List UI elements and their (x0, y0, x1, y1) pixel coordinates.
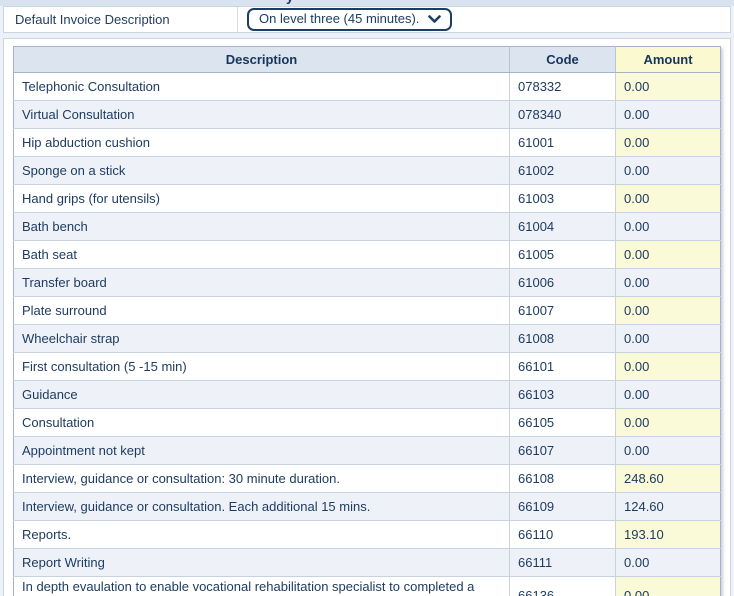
table-row[interactable]: Interview, guidance or consultation. Eac… (13, 492, 721, 521)
code-cell: 66101 (509, 352, 616, 381)
description-cell: Appointment not kept (13, 436, 510, 465)
code-cell: 61006 (509, 268, 616, 297)
description-cell: Consultation (13, 408, 510, 437)
code-cell: 66110 (509, 520, 616, 549)
amount-cell[interactable]: 0.00 (615, 240, 721, 269)
code-cell: 078332 (509, 72, 616, 101)
amount-cell[interactable]: 0.00 (615, 268, 721, 297)
invoice-items-card: Description Code Amount Telephonic Consu… (3, 38, 731, 596)
table-row[interactable]: Reports. 66110 193.10 (13, 520, 721, 549)
table-row[interactable]: Report Writing 66111 0.00 (13, 548, 721, 577)
description-cell: Guidance (13, 380, 510, 409)
code-cell: 66111 (509, 548, 616, 577)
table-row[interactable]: Wheelchair strap 61008 0.00 (13, 324, 721, 353)
table-row[interactable]: Bath seat 61005 0.00 (13, 240, 721, 269)
settings-control: On level three (45 minutes). (237, 7, 730, 32)
description-cell: Telephonic Consultation (13, 72, 510, 101)
code-cell: 61007 (509, 296, 616, 325)
table-row[interactable]: Bath bench 61004 0.00 (13, 212, 721, 241)
description-cell: First consultation (5 -15 min) (13, 352, 510, 381)
table-row[interactable]: Guidance 66103 0.00 (13, 380, 721, 409)
table-row[interactable]: Hip abduction cushion 61001 0.00 (13, 128, 721, 157)
amount-cell[interactable]: 0.00 (615, 156, 721, 185)
code-cell: 66103 (509, 380, 616, 409)
description-cell: Virtual Consultation (13, 100, 510, 129)
description-cell: Transfer board (13, 268, 510, 297)
table-row[interactable]: Sponge on a stick 61002 0.00 (13, 156, 721, 185)
description-cell: Interview, guidance or consultation: 30 … (13, 464, 510, 493)
description-cell: Report Writing (13, 548, 510, 577)
clipped-page-header: y (0, 0, 734, 6)
amount-cell[interactable]: 0.00 (615, 128, 721, 157)
description-cell: Bath bench (13, 212, 510, 241)
invoice-description-select[interactable]: On level three (45 minutes). (247, 8, 453, 31)
code-cell: 078340 (509, 100, 616, 129)
amount-cell[interactable]: 0.00 (615, 296, 721, 325)
table-row[interactable]: Interview, guidance or consultation: 30 … (13, 464, 721, 493)
amount-cell[interactable]: 0.00 (615, 576, 721, 596)
amount-cell[interactable]: 0.00 (615, 212, 721, 241)
code-cell: 66107 (509, 436, 616, 465)
table-header-row: Description Code Amount (13, 46, 721, 73)
description-cell: In depth evaulation to enable vocational… (13, 576, 510, 596)
amount-cell[interactable]: 0.00 (615, 72, 721, 101)
table-row[interactable]: Hand grips (for utensils) 61003 0.00 (13, 184, 721, 213)
table-row[interactable]: Telephonic Consultation 078332 0.00 (13, 72, 721, 101)
code-cell: 66109 (509, 492, 616, 521)
amount-cell[interactable]: 0.00 (615, 100, 721, 129)
amount-cell[interactable]: 124.60 (615, 492, 721, 521)
table-row[interactable]: Virtual Consultation 078340 0.00 (13, 100, 721, 129)
description-cell: Sponge on a stick (13, 156, 510, 185)
amount-cell[interactable]: 0.00 (615, 324, 721, 353)
amount-cell[interactable]: 0.00 (615, 408, 721, 437)
table-row[interactable]: Appointment not kept 66107 0.00 (13, 436, 721, 465)
description-cell: Bath seat (13, 240, 510, 269)
table-row[interactable]: Transfer board 61006 0.00 (13, 268, 721, 297)
code-cell: 61001 (509, 128, 616, 157)
description-cell: Reports. (13, 520, 510, 549)
amount-cell[interactable]: 0.00 (615, 548, 721, 577)
column-header-amount: Amount (615, 46, 721, 73)
chevron-down-icon (428, 14, 442, 24)
amount-cell[interactable]: 0.00 (615, 436, 721, 465)
amount-cell[interactable]: 248.60 (615, 464, 721, 493)
amount-cell[interactable]: 0.00 (615, 352, 721, 381)
table-row[interactable]: First consultation (5 -15 min) 66101 0.0… (13, 352, 721, 381)
code-cell: 61003 (509, 184, 616, 213)
code-cell: 66136 (509, 576, 616, 596)
table-row[interactable]: Consultation 66105 0.00 (13, 408, 721, 437)
description-cell: Interview, guidance or consultation. Eac… (13, 492, 510, 521)
description-cell: Hip abduction cushion (13, 128, 510, 157)
invoice-description-selected-value: On level three (45 minutes). (259, 11, 420, 26)
code-cell: 66105 (509, 408, 616, 437)
settings-bar: Default Invoice Description On level thr… (3, 6, 731, 33)
code-cell: 66108 (509, 464, 616, 493)
description-cell: Wheelchair strap (13, 324, 510, 353)
table-row[interactable]: Plate surround 61007 0.00 (13, 296, 721, 325)
clipped-title-glyph: y (286, 0, 294, 4)
code-cell: 61002 (509, 156, 616, 185)
amount-cell[interactable]: 193.10 (615, 520, 721, 549)
column-header-code: Code (509, 46, 616, 73)
table-row[interactable]: In depth evaulation to enable vocational… (13, 576, 721, 596)
code-cell: 61008 (509, 324, 616, 353)
amount-cell[interactable]: 0.00 (615, 184, 721, 213)
description-cell: Hand grips (for utensils) (13, 184, 510, 213)
invoice-items-table: Description Code Amount Telephonic Consu… (13, 46, 721, 596)
column-header-description: Description (13, 46, 510, 73)
code-cell: 61005 (509, 240, 616, 269)
description-cell: Plate surround (13, 296, 510, 325)
default-invoice-description-label: Default Invoice Description (15, 12, 170, 27)
amount-cell[interactable]: 0.00 (615, 380, 721, 409)
code-cell: 61004 (509, 212, 616, 241)
